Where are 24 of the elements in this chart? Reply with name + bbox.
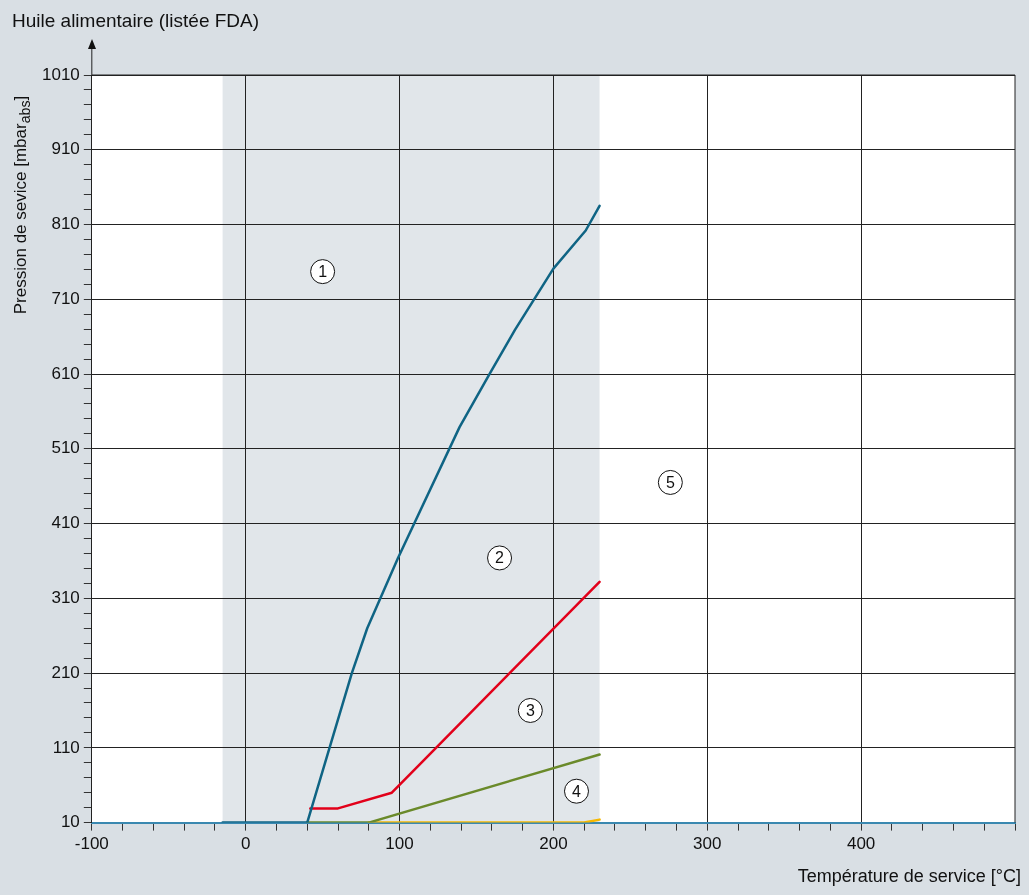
annotation: 4	[572, 782, 582, 800]
y-tick-label: 910	[51, 139, 80, 159]
y-tick-label: 110	[52, 737, 80, 757]
y-tick-label: 410	[51, 513, 80, 533]
chart-title: Huile alimentaire (listée FDA)	[12, 10, 260, 32]
y-tick-label: 1010	[41, 64, 80, 84]
annotation: 3	[525, 701, 535, 719]
x-tick-label: 300	[693, 834, 722, 854]
y-tick-label: 610	[51, 363, 80, 383]
annotation: 5	[665, 473, 675, 491]
x-tick-label: 100	[385, 834, 414, 854]
y-tick-label: 510	[51, 438, 80, 458]
y-tick-label: 310	[51, 588, 80, 608]
x-tick-label: 200	[539, 834, 568, 854]
y-tick-label: 710	[51, 288, 80, 308]
x-axis-title: Température de service [°C]	[797, 866, 1021, 887]
x-tick-label: 400	[846, 834, 876, 854]
y-tick-label: 210	[51, 662, 80, 682]
y-tick-label: 810	[51, 214, 80, 234]
y-tick-label: 10	[60, 812, 80, 832]
annotation: 2	[495, 549, 505, 567]
x-tick-label: 0	[240, 834, 251, 854]
annotation: 1	[318, 263, 328, 281]
x-tick-label: -100	[74, 834, 109, 854]
